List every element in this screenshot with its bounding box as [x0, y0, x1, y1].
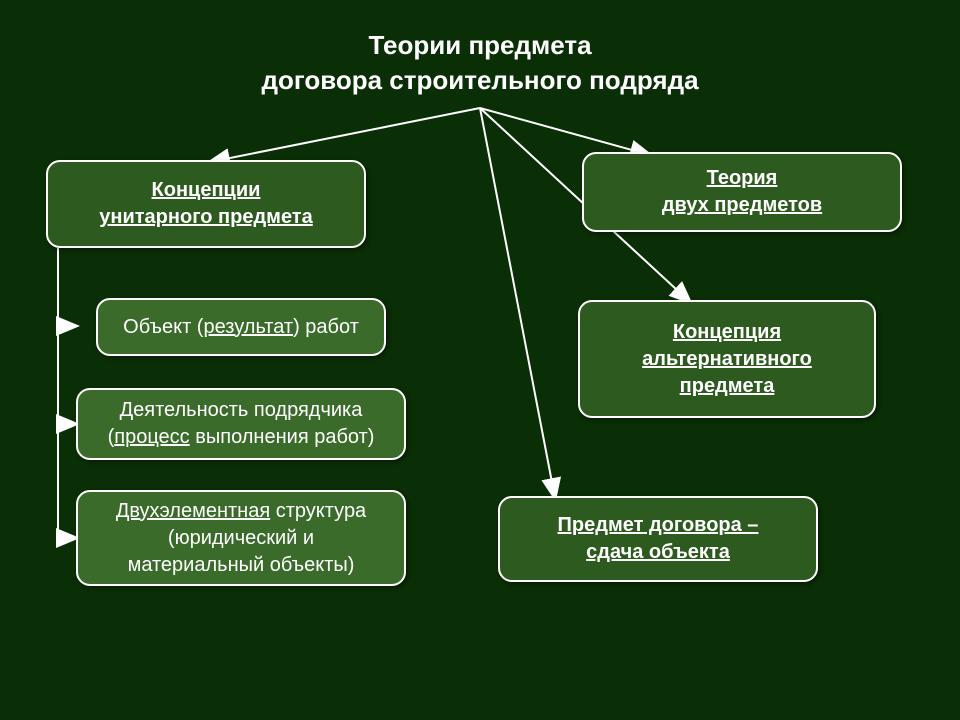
- box-sub-contractor-activity: Деятельность подрядчика (процесс выполне…: [76, 388, 406, 460]
- sub3-line1-suffix: структура: [270, 500, 366, 522]
- del-line2: сдача объекта: [586, 541, 730, 563]
- box-alternative-concept: Концепция альтернативного предмета: [578, 300, 876, 418]
- sub3-line2: (юридический и: [168, 527, 314, 549]
- sub2-line1: Деятельность подрядчика: [120, 399, 363, 421]
- two-line1: Теория: [707, 167, 778, 189]
- two-line2: двух предметов: [662, 194, 822, 216]
- alt-line1: Концепция: [673, 321, 781, 343]
- sub1-underlined: результат: [203, 316, 293, 338]
- box-contract-delivery: Предмет договора – сдача объекта: [498, 496, 818, 582]
- box-sub-object-result: Объект (результат) работ: [96, 298, 386, 356]
- sub3-line3: материальный объекты): [128, 554, 355, 576]
- sub3-underlined: Двухэлементная: [116, 500, 270, 522]
- sub1-suffix: ) работ: [293, 316, 359, 338]
- sub2-underlined: процесс: [114, 426, 189, 448]
- unitary-line2: унитарного предмета: [99, 206, 312, 228]
- alt-line2: альтернативного: [642, 348, 812, 370]
- sub2-suffix: выполнения работ): [190, 426, 375, 448]
- alt-line3: предмета: [680, 375, 775, 397]
- title-line-2: договора строительного подряда: [261, 65, 698, 95]
- title-line-1: Теории предмета: [368, 30, 591, 60]
- box-sub-two-element-structure: Двухэлементная структура (юридический и …: [76, 490, 406, 586]
- box-unitary-concept: Концепции унитарного предмета: [46, 160, 366, 248]
- sub1-prefix: Объект (: [123, 316, 203, 338]
- box-two-subjects: Теория двух предметов: [582, 152, 902, 232]
- del-line1: Предмет договора –: [558, 514, 759, 536]
- unitary-line1: Концепции: [152, 179, 261, 201]
- slide-title: Теории предмета договора строительного п…: [0, 28, 960, 98]
